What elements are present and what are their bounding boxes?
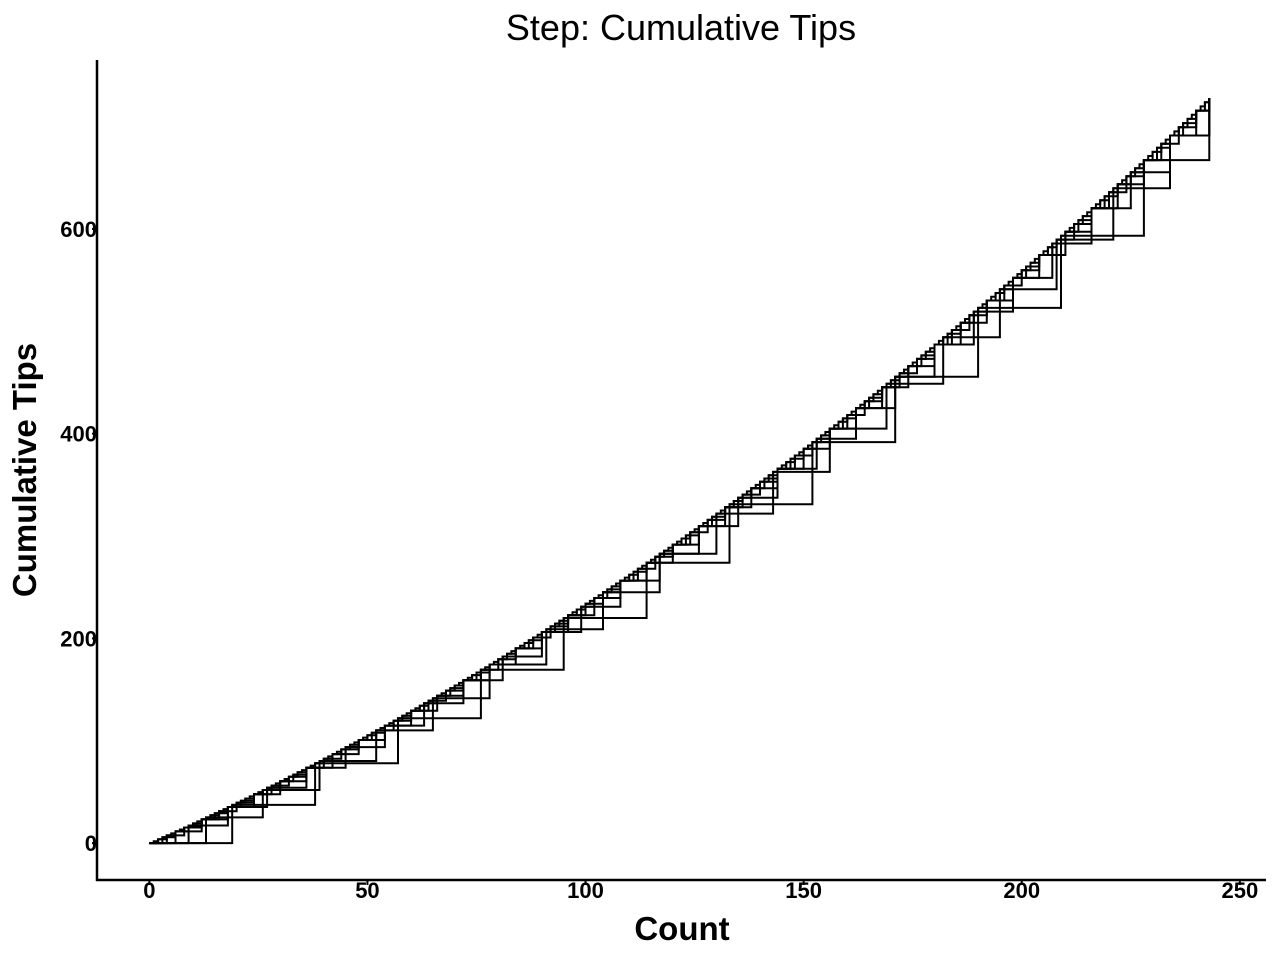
chart-title: Step: Cumulative Tips (506, 7, 856, 48)
x-tick-label-1: 50 (355, 878, 379, 903)
x-tick-label-2: 100 (567, 878, 604, 903)
series-line-5 (149, 98, 1211, 845)
series-line-2 (149, 98, 1211, 845)
x-ticks: 0 50 100 150 200 250 (143, 878, 1258, 903)
series-line-3 (149, 98, 1211, 845)
series-line-1 (149, 98, 1211, 845)
series-layer (149, 98, 1211, 845)
x-axis-label: Count (634, 910, 729, 947)
series-line-7 (149, 98, 1211, 845)
x-tick-label-3: 150 (785, 878, 822, 903)
y-ticks: 0 200 400 600 (60, 217, 97, 856)
series-line-8 (149, 98, 1211, 845)
y-tick-label-2: 400 (60, 422, 97, 447)
series-line-4 (149, 98, 1211, 845)
y-tick-label-0: 0 (85, 831, 97, 856)
x-tick-label-4: 200 (1003, 878, 1040, 903)
x-tick-label-5: 250 (1221, 878, 1258, 903)
y-tick-label-1: 200 (60, 626, 97, 651)
y-axis-label: Cumulative Tips (6, 343, 43, 597)
y-tick-label-3: 600 (60, 217, 97, 242)
series-line-6 (149, 98, 1211, 845)
x-tick-label-0: 0 (143, 878, 155, 903)
